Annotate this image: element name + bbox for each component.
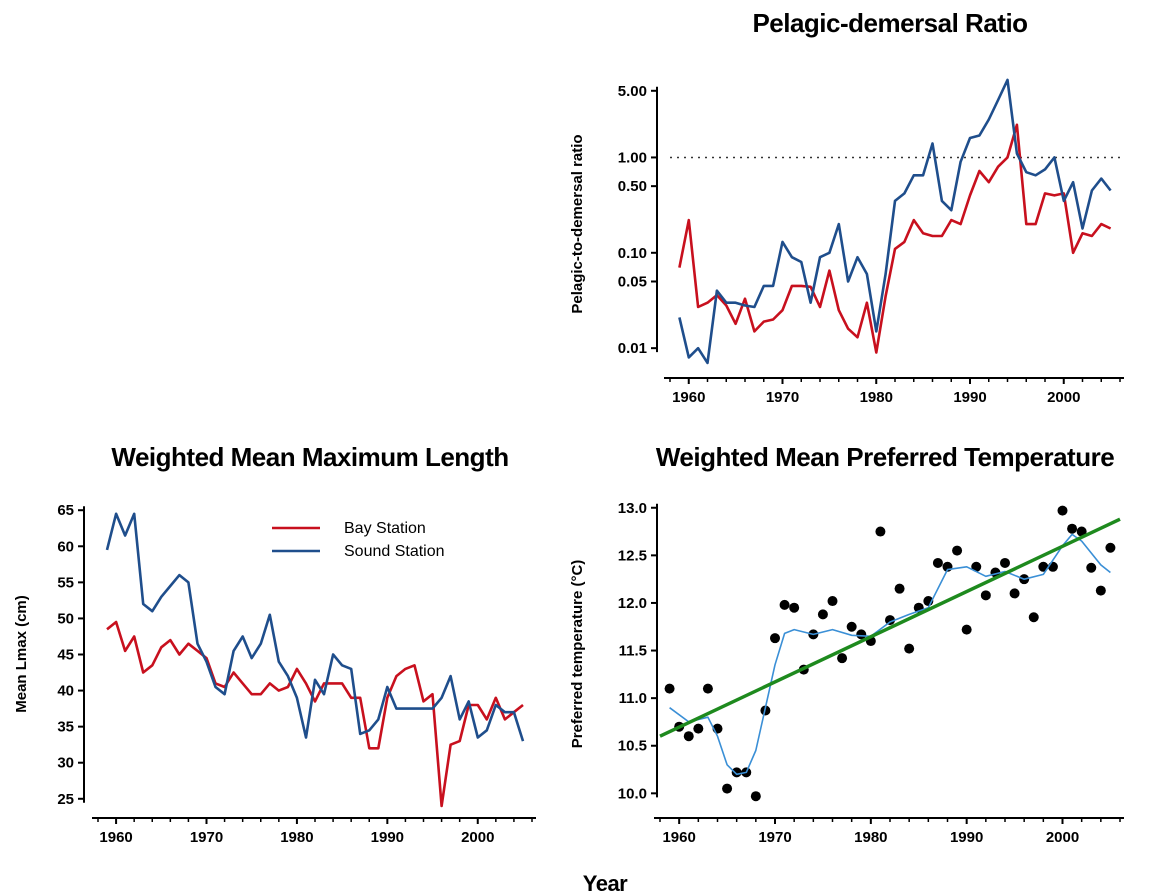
tp-data-point [1105,542,1116,553]
pd-y-axis-label: Pelagic-to-demersal ratio [569,134,586,313]
tp-data-point [1057,505,1068,516]
pd-x-tick-label: 1960 [672,389,705,406]
tp-trend-line [659,517,1121,738]
lm-y-tick-label: 65 [57,502,74,519]
tp-data-point [894,583,905,594]
pd-series-sound [678,78,1112,365]
tp-x-tick-label: 1960 [662,829,695,846]
tp-data-point [961,624,972,635]
lm-x-tick-label: 2000 [461,829,494,846]
pd-y-tick-label: 0.01 [618,340,647,357]
tp-data-point [846,621,857,632]
tp-data-point [980,590,991,601]
lm-chart: Weighted Mean Maximum Length Mean Lmax (c… [13,442,536,846]
tp-data-point [932,557,943,568]
tp-data-point [827,596,838,607]
lm-y-tick-label: 55 [57,574,74,591]
pd-series-bay [678,123,1112,354]
tp-data-point [693,723,704,734]
lm-y-tick-label: 35 [57,719,74,736]
lm-y-axis-label: Mean Lmax (cm) [13,595,30,713]
tp-data-point [779,599,790,610]
tp-data-point [731,767,742,778]
tp-title: Weighted Mean Preferred Temperature [656,442,1114,472]
tp-y-tick-label: 12.5 [618,547,647,564]
tp-data-point [817,609,828,620]
tp-data-point [856,629,867,640]
tp-data-point [875,526,886,537]
lm-x-tick-label: 1980 [280,829,313,846]
tp-data-point [1067,523,1078,534]
tp-y-tick-label: 13.0 [618,500,647,517]
tp-x-tick-label: 2000 [1046,829,1079,846]
tp-data-point [1000,557,1010,568]
lm-series-sound [105,512,525,742]
lm-y-tick-label: 60 [57,538,74,555]
pd-chart: Pelagic-demersal Ratio Pelagic-to-demersa… [569,8,1124,406]
lm-y-tick-label: 40 [57,683,74,700]
lm-series-bay [106,620,524,808]
lm-title: Weighted Mean Maximum Length [111,442,508,472]
tp-data-point [1009,588,1020,599]
pd-y-tick-label: 5.00 [618,83,647,100]
tp-data-point [837,653,848,664]
lm-x-tick-label: 1970 [190,829,223,846]
tp-y-tick-label: 11.0 [619,690,647,707]
pd-title: Pelagic-demersal Ratio [752,8,1027,38]
lm-y-tick-label: 25 [57,791,74,808]
tp-data-point [1095,585,1106,596]
lm-y-tick-label: 50 [57,610,74,627]
tp-data-point [952,545,963,556]
lm-x-tick-label: 1960 [99,829,132,846]
tp-y-tick-label: 12.0 [618,595,647,612]
pd-x-tick-label: 1990 [953,389,986,406]
pd-y-tick-label: 0.50 [618,178,647,195]
tp-y-tick-label: 10.0 [618,785,647,802]
tp-data-point [1086,562,1097,573]
tp-y-axis-label: Preferred temperature (°C) [569,560,586,749]
tp-data-point [683,731,694,742]
lm-y-tick-label: 45 [57,647,74,664]
lm-y-tick-label: 30 [57,755,74,772]
tp-data-point [904,643,915,654]
shared-x-axis-label: Year [583,871,628,896]
pd-x-tick-label: 2000 [1047,389,1080,406]
tp-data-point [1076,526,1087,537]
tp-data-point [722,783,733,794]
lm-x-tick-label: 1990 [371,829,404,846]
pd-y-tick-label: 1.00 [618,149,647,166]
tp-data-point [664,683,675,694]
tp-data-point [770,633,780,644]
tp-data-point [702,683,713,694]
tp-x-tick-label: 1990 [950,829,983,846]
pd-y-tick-label: 0.05 [618,274,647,291]
pd-y-tick-label: 0.10 [618,245,647,262]
tp-data-point [1028,612,1039,623]
tp-y-tick-label: 11.5 [619,643,647,660]
tp-x-tick-label: 1970 [758,829,791,846]
legend-label-sound: Sound Station [344,543,445,560]
tp-data-point [1047,561,1058,572]
tp-data-point [971,561,982,572]
pd-x-tick-label: 1970 [766,389,799,406]
tp-chart: Weighted Mean Preferred Temperature Prefe… [569,442,1124,846]
legend-label-bay: Bay Station [344,520,426,537]
tp-data-point [789,602,800,613]
tp-x-tick-label: 1980 [854,829,887,846]
tp-y-tick-label: 10.5 [618,738,647,755]
tp-data-point [750,791,761,802]
pd-x-tick-label: 1980 [860,389,893,406]
tp-smooth-line [669,533,1111,776]
tp-data-point [885,615,895,626]
